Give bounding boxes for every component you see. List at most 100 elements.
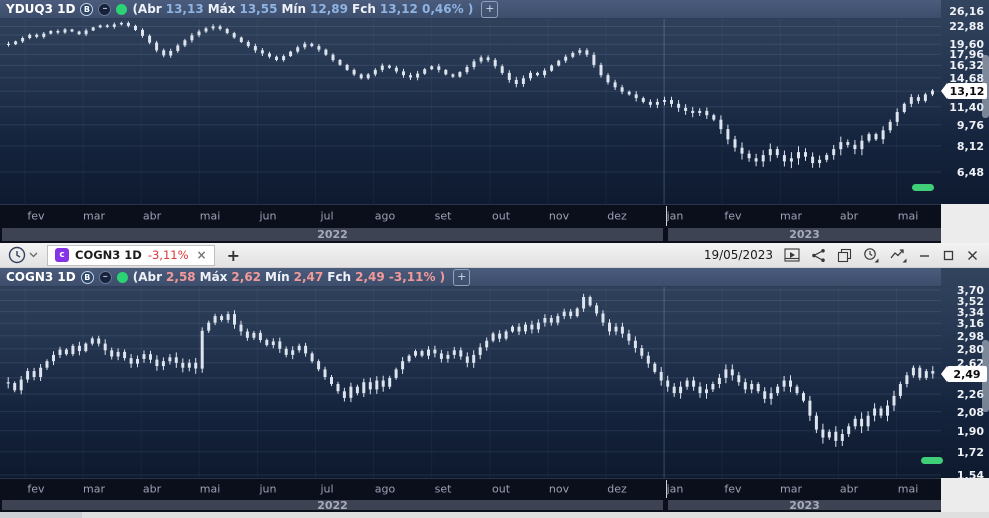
price-tick: 17,96 (949, 48, 984, 61)
month-label: dez (607, 482, 627, 496)
price-tick: 16,32 (949, 59, 984, 72)
chart-panel-cogn3: COGN3 1D B – (Abr 2,58 Máx 2,62 Mín 2,47… (0, 268, 989, 512)
go-to-realtime-pill[interactable] (921, 457, 943, 464)
open-value: 13,13 (165, 2, 204, 16)
chart-plot-area[interactable] (0, 268, 941, 478)
tab-cogn3[interactable]: c COGN3 1D -3,11% × (47, 244, 215, 266)
high-value: 2,62 (231, 270, 262, 284)
maximize-window-icon[interactable] (942, 249, 955, 262)
price-tick: 3,16 (956, 317, 984, 330)
price-tick: 19,60 (949, 38, 984, 51)
price-axis[interactable]: 2,49 ‹ 3,703,523,343,162,982,802,622,262… (941, 268, 989, 482)
clock-icon (8, 246, 26, 264)
month-label: abr (142, 482, 162, 496)
ohlc-legend: (Abr 2,58 Máx 2,62 Mín 2,47 Fch 2,49 -3,… (133, 270, 445, 284)
month-label: mar (780, 209, 802, 223)
replay-clock-button[interactable] (7, 245, 38, 265)
share-icon[interactable] (811, 248, 826, 263)
month-label: abr (839, 482, 859, 496)
month-label: dez (607, 209, 627, 223)
clock-menu-icon[interactable] (863, 247, 879, 263)
low-value: 12,89 (310, 2, 349, 16)
symbol-title: YDUQ3 1D (6, 2, 76, 16)
ohlc-legend: (Abr 13,13 Máx 13,55 Mín 12,89 Fch 13,12… (132, 2, 473, 16)
month-label: nov (548, 482, 570, 496)
price-tick: 8,12 (956, 140, 984, 153)
chevron-down-icon[interactable] (29, 252, 38, 258)
window-bottom-strip (0, 512, 989, 518)
month-label: mai (199, 209, 221, 223)
axis-corner (941, 204, 989, 243)
toolbar-right-group: 19/05/2023 (704, 247, 989, 263)
month-label: mai (897, 482, 919, 496)
axis-corner (941, 478, 989, 512)
price-tick: 9,76 (956, 119, 984, 132)
chart-header: YDUQ3 1D B – (Abr 13,13 Máx 13,55 Mín 12… (0, 0, 941, 19)
month-label: mai (897, 209, 919, 223)
close-label: Fch (327, 270, 352, 284)
add-indicator-button[interactable]: + (453, 268, 471, 286)
price-tick: 3,34 (956, 306, 984, 319)
bovespa-badge-icon: B (80, 2, 94, 16)
price-tick: 2,98 (956, 330, 984, 343)
go-to-realtime-pill[interactable] (912, 184, 934, 191)
price-tick: 3,52 (956, 295, 984, 308)
last-price-tag: 2,49 (941, 366, 987, 382)
price-tick: 6,48 (956, 166, 984, 179)
month-label: jan (666, 209, 684, 223)
month-label: jul (320, 482, 334, 496)
replay-bar-icon[interactable] (784, 248, 800, 262)
chart-header: COGN3 1D B – (Abr 2,58 Máx 2,62 Mín 2,47… (0, 268, 941, 287)
month-label: out (491, 482, 511, 496)
month-label: mar (780, 482, 802, 496)
month-label: fev (724, 209, 742, 223)
high-value: 13,55 (239, 2, 278, 16)
candlestick-chart[interactable] (0, 268, 941, 478)
close-label: Fch (352, 2, 376, 16)
strip-segment (0, 512, 82, 518)
price-tick: 2,08 (956, 406, 984, 419)
add-indicator-button[interactable]: + (481, 0, 499, 18)
price-tick: 2,26 (956, 388, 984, 401)
month-label: jun (259, 209, 277, 223)
month-label: ago (374, 209, 396, 223)
symbol-title: COGN3 1D (6, 270, 76, 284)
month-label: nov (548, 209, 570, 223)
month-label: out (491, 209, 511, 223)
market-status-dot-icon (116, 3, 128, 15)
close-value: 13,12 0,46% ) (379, 2, 474, 16)
high-label: Máx (199, 270, 228, 284)
collapse-series-icon[interactable]: – (98, 2, 112, 16)
close-window-icon[interactable] (966, 249, 979, 262)
new-tab-button[interactable]: + (226, 245, 240, 265)
trend-menu-icon[interactable] (890, 247, 907, 263)
open-value: 2,58 (166, 270, 196, 284)
candlestick-chart[interactable] (0, 0, 941, 204)
price-tick: 26,16 (949, 5, 984, 18)
time-axis[interactable]: fev mar abr mai jun jul ago set out nov dez jan fev m… (0, 478, 941, 499)
market-status-dot-icon (116, 271, 128, 283)
collapse-series-icon[interactable]: – (98, 270, 112, 284)
close-value: 2,49 -3,11% ) (355, 270, 446, 284)
low-label: Mín (265, 270, 290, 284)
chart-plot-area[interactable] (0, 0, 941, 204)
low-label: Mín (281, 2, 307, 16)
year-boundary-tick (666, 480, 667, 498)
year-row: 2022 2023 (0, 498, 941, 512)
price-tick: 22,88 (949, 20, 984, 33)
open-label: (Abr (132, 2, 162, 16)
tab-change-badge: -3,11% (147, 248, 189, 262)
year-boundary-tick (666, 206, 667, 226)
minimize-window-icon[interactable] (918, 249, 931, 262)
chart-panel-yduq3: YDUQ3 1D B – (Abr 13,13 Máx 13,55 Mín 12… (0, 0, 989, 243)
tab-label: COGN3 1D (75, 248, 142, 262)
month-label: abr (142, 209, 162, 223)
month-label: set (434, 209, 452, 223)
time-axis[interactable]: fev mar abr mai jun jul ago set out nov dez jan fev m… (0, 204, 941, 227)
cogna-logo-icon: c (55, 248, 69, 262)
tab-toolbar: c COGN3 1D -3,11% × + 19/05/2023 (0, 243, 989, 268)
tab-close-icon[interactable]: × (196, 248, 207, 262)
cascade-windows-icon[interactable] (837, 248, 852, 263)
price-axis[interactable]: 13,12 ‹ 26,1622,8819,6017,9616,3214,6811… (941, 0, 989, 204)
year-bar-2022: 2022 (2, 228, 663, 241)
